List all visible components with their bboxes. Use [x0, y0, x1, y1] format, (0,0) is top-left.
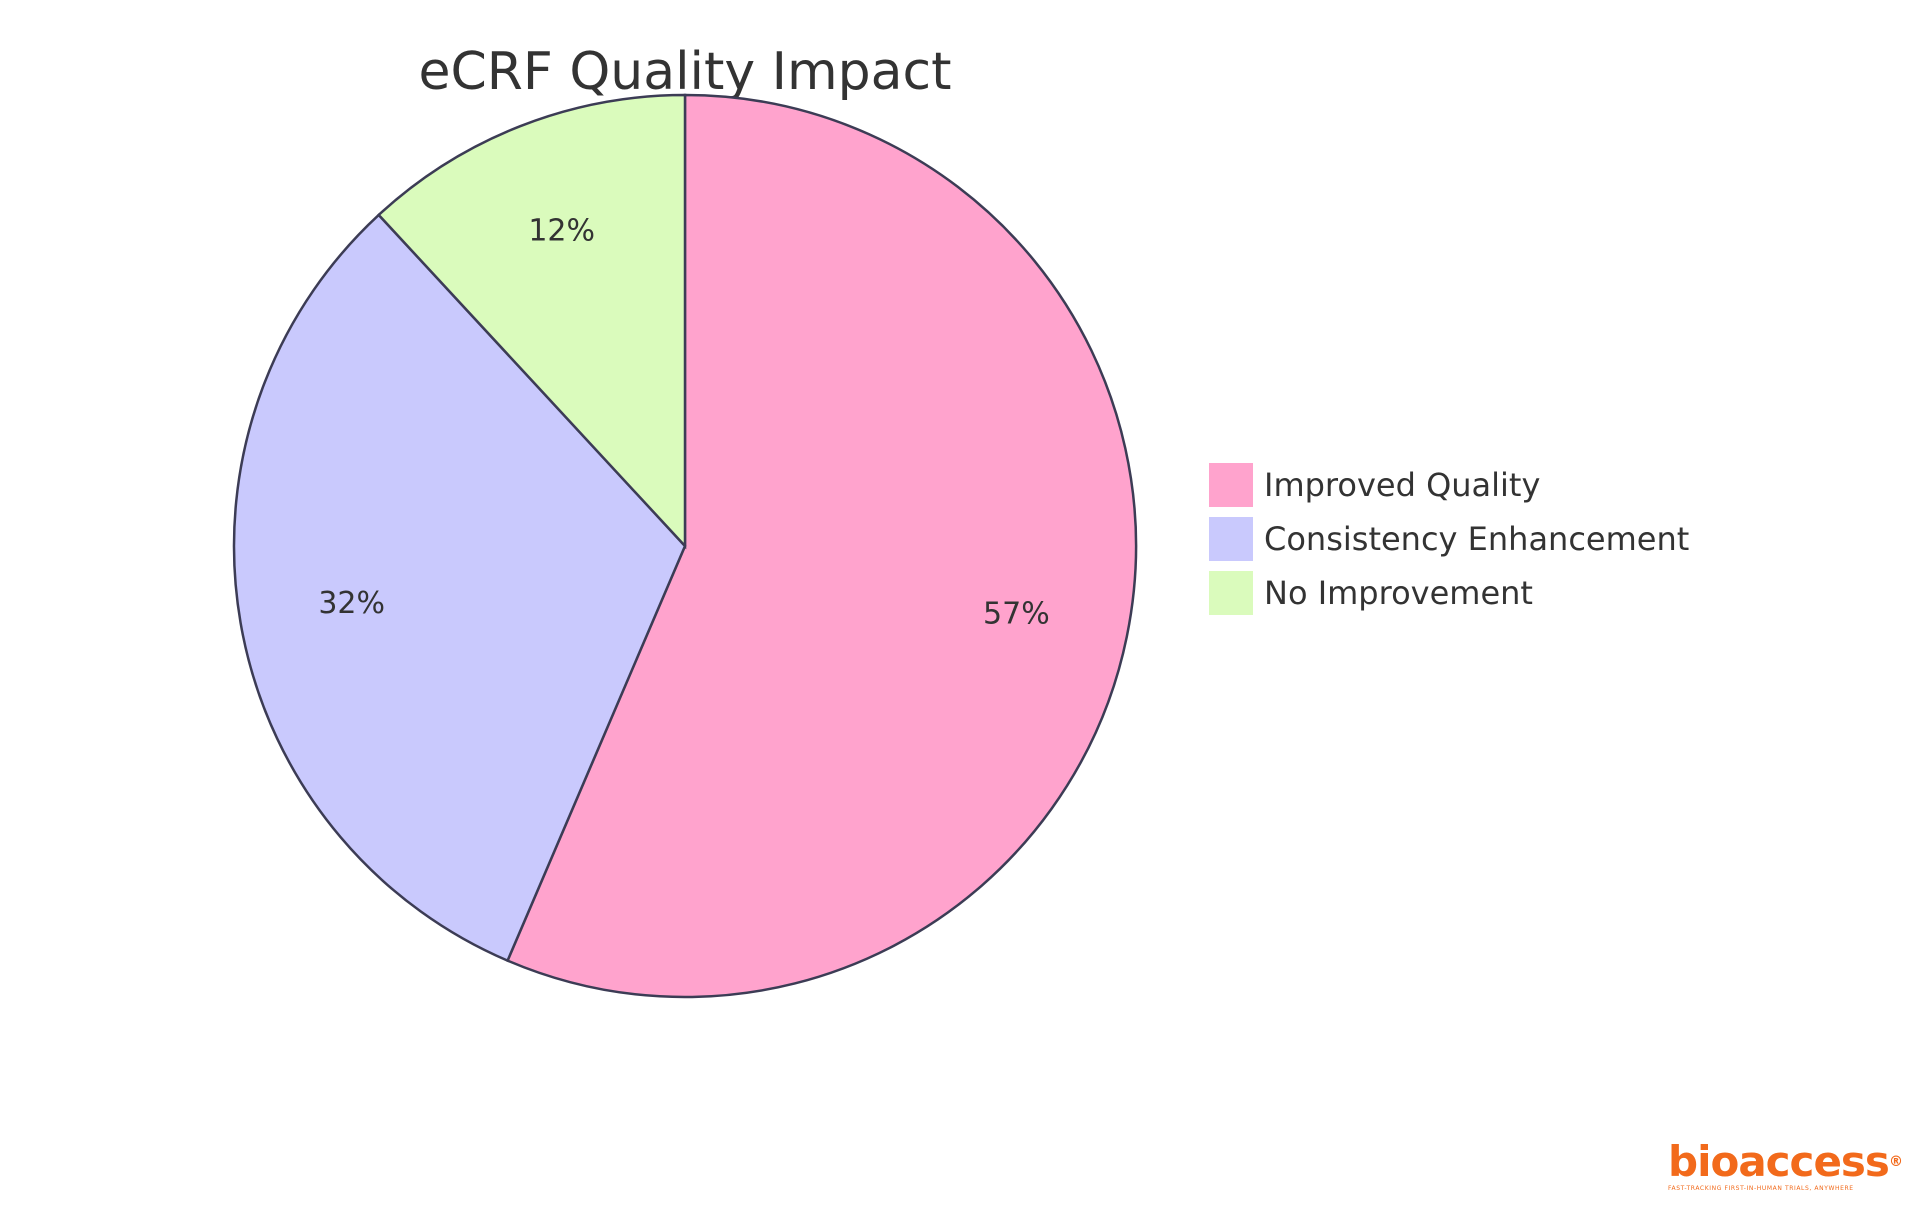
legend-label: Improved Quality [1264, 466, 1541, 504]
legend-item-improved-quality: Improved Quality [1208, 462, 1689, 508]
pie-slice-labels: 57% 32% 12% [318, 214, 1049, 632]
pie-slice-no-improvement [376, 93, 687, 550]
legend: Improved Quality Consistency Enhancement N… [1208, 462, 1689, 624]
logo-wordmark: bioaccess [1668, 1137, 1890, 1186]
slice-label-improved-quality: 57% [983, 596, 1050, 631]
pie-slice-improved-quality [505, 93, 1138, 999]
slice-label-no-improvement: 12% [528, 214, 595, 249]
pie-slice-consistency-enhancement [232, 213, 687, 963]
pie-slices [232, 93, 1138, 999]
bioaccess-logo: bioaccess® FAST-TRACKING FIRST-IN-HUMAN … [1668, 1137, 1903, 1193]
legend-swatch [1208, 516, 1254, 562]
legend-item-consistency-enhancement: Consistency Enhancement [1208, 516, 1689, 562]
legend-swatch [1208, 462, 1254, 508]
legend-swatch [1208, 570, 1254, 616]
registered-mark-icon: ® [1888, 1154, 1903, 1170]
legend-label: Consistency Enhancement [1264, 520, 1690, 558]
legend-item-no-improvement: No Improvement [1208, 570, 1689, 616]
slice-label-consistency-enhancement: 32% [318, 586, 385, 621]
logo-tagline: FAST-TRACKING FIRST-IN-HUMAN TRIALS, ANY… [1668, 1185, 1854, 1192]
chart-title: eCRF Quality Impact [418, 42, 952, 102]
legend-label: No Improvement [1264, 574, 1533, 612]
